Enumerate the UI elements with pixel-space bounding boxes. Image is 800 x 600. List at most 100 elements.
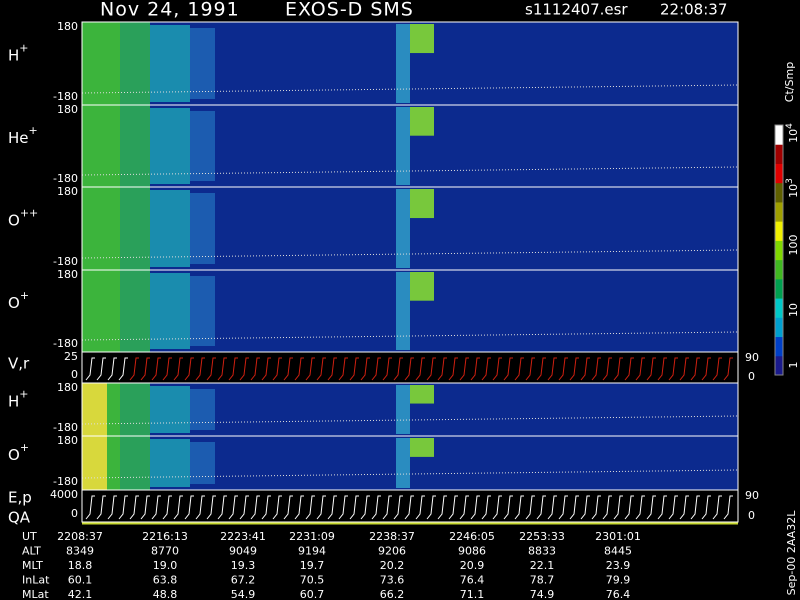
panel-label: E,p — [8, 489, 32, 507]
label-text: H — [8, 392, 19, 410]
sawtooth — [668, 357, 678, 381]
sawtooth — [668, 495, 678, 520]
sawtooth — [173, 495, 183, 520]
colorbar-label: 104 — [785, 123, 800, 143]
cell: 19.3 — [231, 559, 256, 572]
spectrogram-fill — [410, 189, 434, 219]
time: 22:08:37 — [660, 1, 727, 19]
spectrogram-fill — [396, 385, 410, 434]
sawtooth — [250, 495, 260, 520]
cell: 8833 — [528, 545, 556, 558]
tick-label-bottom: -180 — [53, 255, 78, 268]
spectrogram-fill — [150, 108, 190, 184]
sawtooth — [173, 357, 183, 381]
cell: 66.2 — [380, 588, 405, 600]
label-sup: 4 — [785, 123, 795, 129]
right-tick-label: 0 — [748, 509, 755, 522]
spectrogram-fill — [150, 386, 190, 433]
trace — [81, 84, 739, 94]
sawtooth — [602, 495, 612, 520]
right-tick-label: 0 — [748, 370, 755, 383]
label-sup: + — [20, 289, 29, 302]
cell: 73.6 — [380, 574, 405, 587]
sawtooth — [140, 357, 150, 381]
spectrogram-fill — [190, 442, 215, 484]
sawtooth — [437, 495, 447, 520]
sawtooth — [206, 357, 216, 381]
sawtooth — [536, 357, 546, 381]
tick-label-top: 25 — [64, 350, 78, 363]
sawtooth — [371, 357, 381, 381]
cell: 2208:37 — [57, 530, 103, 543]
colorbar-frame — [774, 124, 784, 376]
cell: 54.9 — [231, 588, 256, 600]
sawtooth — [426, 357, 436, 381]
spectrogram-fill — [120, 187, 150, 270]
sawtooth — [217, 495, 227, 520]
sawtooth — [272, 495, 282, 520]
cell: 22.1 — [530, 559, 555, 572]
spectrogram-fill — [120, 105, 150, 187]
label-text: 10 — [787, 303, 800, 317]
cell: 20.9 — [460, 559, 485, 572]
cell: 9194 — [298, 545, 326, 558]
tick-label-bottom: 0 — [71, 368, 78, 381]
trace — [81, 469, 739, 479]
sawtooth — [360, 495, 370, 520]
sawtooth — [107, 357, 117, 381]
colorbar-segment — [775, 201, 783, 222]
sawtooth — [228, 495, 238, 520]
sawtooth — [624, 495, 634, 520]
label-sup: 3 — [785, 178, 795, 184]
cell: 2253:33 — [519, 530, 565, 543]
spectrogram-fill — [410, 272, 434, 301]
sawtooth — [492, 357, 502, 381]
sawtooth — [481, 357, 491, 381]
colorbar-segment — [775, 355, 783, 376]
sawtooth — [613, 357, 623, 381]
sawtooth — [459, 495, 469, 520]
colorbar-segment — [775, 278, 783, 299]
sawtooth — [448, 495, 458, 520]
colorbar-segment — [775, 182, 783, 203]
sawtooth — [514, 495, 524, 520]
spectrogram-fill — [82, 270, 120, 352]
sawtooth — [96, 495, 106, 520]
cell: 60.7 — [300, 588, 325, 600]
panel-label: H+ — [8, 388, 29, 411]
sawtooth — [118, 495, 128, 520]
cell: 63.8 — [153, 574, 178, 587]
spectrogram-fill — [150, 439, 190, 487]
sawtooth — [217, 357, 227, 381]
sawtooth — [569, 357, 579, 381]
sawtooth — [712, 495, 722, 520]
sawtooth — [184, 495, 194, 520]
label-text: 10 — [787, 129, 800, 143]
sawtooth — [624, 357, 634, 381]
sawtooth — [712, 357, 722, 381]
sawtooth — [184, 357, 194, 381]
spectrogram-fill — [120, 436, 150, 490]
sawtooth — [393, 495, 403, 520]
sawtooth — [129, 357, 139, 381]
sawtooth — [107, 495, 117, 520]
tick-label-bottom: -180 — [53, 90, 78, 103]
tick-label-bottom: -180 — [53, 337, 78, 350]
colorbar-segment — [775, 221, 783, 241]
sawtooth — [283, 495, 293, 520]
sawtooth — [591, 357, 601, 381]
trace — [81, 249, 739, 259]
trace — [81, 331, 739, 341]
row-label: MLat — [22, 588, 49, 600]
sawtooth — [349, 357, 359, 381]
sawtooth — [294, 357, 304, 381]
colorbar-segment — [775, 144, 783, 164]
label-text: He — [8, 129, 29, 147]
sawtooth — [228, 357, 238, 381]
cell: 78.7 — [530, 574, 555, 587]
sawtooth — [657, 495, 667, 520]
sawtooth — [470, 357, 480, 381]
row-label: InLat — [22, 574, 50, 587]
panel-label: O++ — [8, 207, 38, 230]
spectrogram-fill — [396, 189, 410, 268]
